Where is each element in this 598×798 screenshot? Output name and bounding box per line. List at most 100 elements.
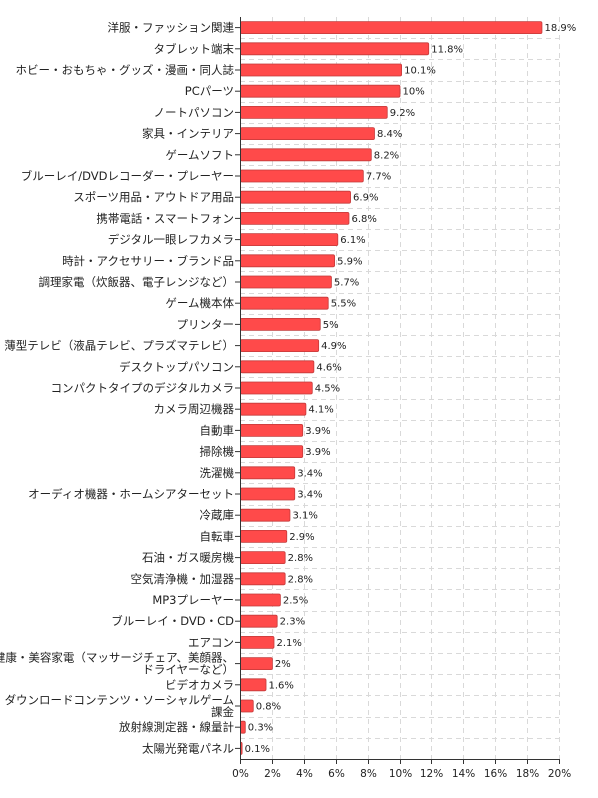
bar (240, 106, 388, 119)
category-label: カメラ周辺機器 (154, 402, 235, 416)
bar (240, 127, 375, 140)
category-label: ホビー・おもちゃ・グッズ・漫画・同人誌 (16, 63, 235, 77)
bar (240, 508, 291, 522)
category-label: 携帯電話・スマートフォン (96, 211, 234, 225)
bar-value-label: 2% (275, 659, 291, 670)
bar-value-label: 0.1% (245, 744, 270, 755)
bar (240, 169, 364, 183)
bar (240, 148, 372, 162)
category-label: 薄型テレビ（液晶テレビ、プラズマテレビ） (4, 339, 234, 353)
bar (240, 233, 339, 247)
bar (240, 381, 313, 395)
x-tick-label: 20% (548, 768, 571, 780)
category-label: 健康・美容家電（マッサージチェア、美顔器、ドライヤーなど） (0, 651, 234, 677)
bar-value-label: 5.7% (334, 278, 359, 289)
category-label: ダウンロードコンテンツ・ソーシャルゲーム課金 (5, 693, 235, 719)
x-tick-label: 12% (420, 768, 443, 780)
bar-value-label: 3.1% (292, 511, 317, 522)
bar (240, 21, 543, 35)
bar-value-label: 9.2% (390, 108, 415, 119)
category-label: 太陽光発電パネル (142, 741, 234, 755)
bar-value-label: 5% (323, 320, 339, 331)
grid-layer (240, 17, 560, 759)
bar-value-label: 4.5% (315, 384, 340, 395)
x-tick-label: 2% (264, 768, 281, 780)
bar (240, 402, 307, 416)
bar-value-label: 2.8% (288, 553, 313, 564)
category-label: 冷蔵庫 (200, 508, 235, 522)
bar-value-label: 2.1% (276, 638, 301, 649)
category-label: コンパクトタイプのデジタルカメラ (51, 381, 234, 395)
bar-value-label: 3.9% (305, 447, 330, 458)
category-label: デジタル一眼レフカメラ (108, 233, 234, 247)
bar (240, 42, 430, 56)
bar (240, 551, 286, 564)
bar (240, 593, 281, 607)
bar-value-label: 6.1% (340, 235, 365, 246)
bar (240, 360, 315, 374)
category-label: タブレット端末 (154, 42, 235, 56)
category-label: 石油・ガス暖房機 (142, 551, 234, 565)
bar-value-label: 11.8% (431, 44, 463, 55)
category-label: PCパーツ (185, 84, 234, 98)
category-label: 放射線測定器・線量計 (119, 720, 234, 734)
bar (240, 614, 278, 628)
bar-value-label: 1.6% (269, 680, 294, 691)
bar (240, 296, 329, 310)
x-tick-label: 8% (360, 768, 377, 780)
x-tick-label: 6% (328, 768, 345, 780)
bar-value-label: 2.9% (289, 532, 314, 543)
bar (240, 423, 304, 437)
bar (240, 466, 296, 480)
bar-value-label: 5.5% (331, 299, 356, 310)
x-tick-label: 0% (232, 768, 249, 780)
category-label: 家具・インテリア (142, 127, 234, 141)
bar (240, 572, 286, 586)
category-label: オーディオ機器・ホームシアターセット (28, 487, 234, 501)
bar (240, 317, 321, 331)
bar-value-label: 7.7% (366, 172, 391, 183)
bar-value-label: 6.9% (353, 193, 378, 204)
bar (240, 63, 402, 77)
bar (240, 530, 288, 543)
bar-value-label: 18.9% (544, 23, 576, 34)
bar (240, 636, 275, 649)
category-label: 洋服・ファッション関連 (108, 21, 235, 35)
x-tick-label: 18% (516, 768, 539, 780)
bar (240, 487, 296, 501)
category-label: 時計・アクセサリー・ブランド品 (62, 254, 234, 268)
bar-layer: 18.9% 11.8% 10.1% 10% 9.2% 8.4% 8.2% 7.7% 6.9% 6.… (240, 21, 576, 755)
bar-value-label: 8.2% (374, 150, 399, 161)
bar (240, 190, 351, 204)
category-label: 自動車 (200, 423, 235, 437)
bar (240, 699, 254, 713)
bar-value-label: 5.9% (337, 256, 362, 267)
category-label: ゲーム機本体 (165, 296, 234, 310)
category-label: ビデオカメラ (165, 678, 234, 692)
bar-value-label: 4.9% (321, 341, 346, 352)
bar (240, 84, 401, 98)
category-label: スポーツ用品・アウトドア用品 (73, 190, 234, 204)
category-label: 自転車 (200, 529, 235, 543)
bar (240, 657, 273, 670)
category-label: 洗濯機 (200, 466, 235, 480)
category-label: 掃除機 (200, 445, 235, 459)
x-tick-label: 4% (296, 768, 313, 780)
bar (240, 720, 246, 734)
x-tick-label: 10% (389, 768, 412, 780)
category-label: ブルーレイ・DVD・CD (111, 614, 234, 628)
category-label: プリンター (177, 317, 235, 331)
bar (240, 275, 332, 289)
bar (240, 445, 304, 459)
x-tick-label: 14% (452, 768, 475, 780)
bar-value-label: 0.8% (256, 702, 281, 713)
category-label: 空気清浄機・加湿器 (131, 572, 235, 586)
bar-value-label: 4.1% (308, 405, 333, 416)
category-label: ゲームソフト (165, 148, 234, 162)
bar-value-label: 3.4% (297, 490, 322, 501)
bar-value-label: 4.6% (316, 362, 341, 373)
bar (240, 211, 350, 225)
bar-value-label: 2.3% (280, 617, 305, 628)
bar-value-label: 3.4% (297, 468, 322, 479)
